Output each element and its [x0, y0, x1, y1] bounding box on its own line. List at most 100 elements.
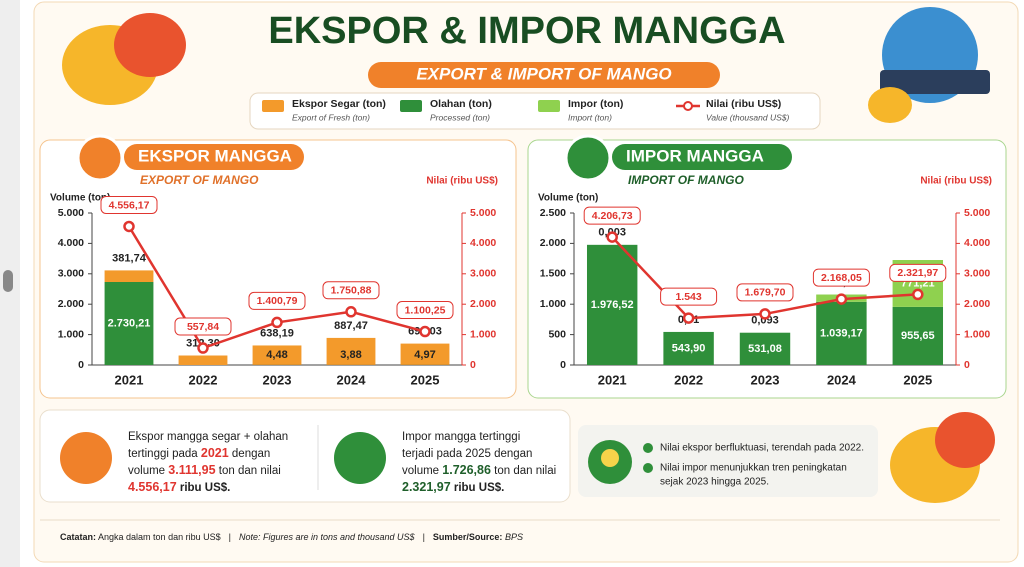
y-tick-label: 5.000 — [58, 207, 84, 219]
text-segment: terjadi pada 2025 dengan — [402, 448, 532, 460]
summary-text: 4.556,17 ribu US$. — [128, 480, 230, 494]
value-point — [123, 220, 135, 233]
footer-segment: | — [229, 532, 231, 542]
summary-text: terjadi pada 2025 dengan — [402, 448, 532, 460]
value-label-box — [248, 291, 306, 310]
import-panel — [527, 139, 1007, 399]
bar-segment — [586, 244, 638, 365]
data-label: 4,97 — [414, 349, 435, 361]
value-label-box — [660, 287, 718, 306]
x-tick-label: 2024 — [827, 372, 857, 387]
main-title: EKSPOR & IMPOR MANGGA — [268, 10, 785, 52]
bulb-icon — [601, 449, 619, 467]
x-tick-label: 2025 — [411, 372, 440, 387]
bar-segment — [663, 331, 714, 365]
legend-sublabel: Export of Fresh (ton) — [292, 112, 370, 122]
value-point — [606, 231, 618, 243]
chart-icon — [76, 134, 124, 182]
y2-tick-label: 4.000 — [964, 237, 990, 249]
legend-swatch — [262, 100, 284, 112]
data-label: 2.730,21 — [108, 317, 151, 329]
value-label: 1.679,70 — [745, 287, 786, 299]
y2-tick-label: 5.000 — [470, 207, 496, 219]
data-label: 3,88 — [340, 349, 361, 361]
data-label: 0,093 — [751, 315, 779, 327]
x-tick-label: 2023 — [263, 372, 292, 387]
y2-tick-label: 1.000 — [470, 328, 496, 340]
chart-title: EKSPOR MANGGA — [138, 146, 292, 165]
value-point — [682, 312, 695, 324]
y2-tick-label: 1.000 — [964, 328, 990, 340]
value-label: 2.168,05 — [821, 272, 862, 284]
data-label: 1.976,52 — [591, 299, 634, 311]
value-label-box — [736, 283, 794, 302]
text-segment: volume — [402, 465, 442, 477]
summary-panel — [39, 409, 571, 503]
legend-sublabel: Processed (ton) — [430, 112, 490, 122]
value-label-box — [322, 281, 380, 300]
chart-subtitle: IMPORT OF MANGO — [628, 173, 744, 187]
y2-tick-label: 5.000 — [964, 207, 990, 219]
data-label: 955,65 — [901, 330, 935, 342]
y-tick-label: 4.000 — [58, 237, 84, 249]
insight-panel — [578, 425, 878, 497]
y-tick-label: 3.000 — [58, 268, 84, 280]
chart-title-pill — [124, 144, 304, 170]
y-tick-label: 0 — [78, 359, 84, 371]
value-label-box — [396, 301, 454, 320]
value-label: 1.543 — [675, 291, 701, 303]
data-label: 381,74 — [112, 252, 147, 264]
legend-sublabel: Import (ton) — [568, 112, 612, 122]
text-segment: tertinggi pada — [128, 448, 201, 460]
legend-swatch — [683, 101, 693, 111]
data-label: 4,48 — [266, 349, 287, 361]
y-tick-label: 1.500 — [540, 268, 566, 280]
y2-tick-label: 3.000 — [964, 268, 990, 280]
bar-segment — [326, 337, 376, 365]
x-tick-label: 2022 — [674, 372, 703, 387]
check-icon — [643, 463, 653, 473]
y-tick-label: 1.000 — [540, 298, 566, 310]
value-label: 1.750,88 — [331, 285, 372, 297]
legend-label: Ekspor Segar (ton) — [292, 98, 386, 110]
value-label: 2.321,97 — [897, 267, 938, 279]
y-tick-label: 2.000 — [58, 298, 84, 310]
y-tick-label: 500 — [548, 328, 566, 340]
legend — [249, 92, 821, 130]
data-label: 638,19 — [260, 327, 294, 339]
y-tick-label: 0 — [560, 359, 566, 371]
chart-subtitle: EXPORT OF MANGO — [140, 173, 259, 187]
value-label-box — [174, 317, 232, 336]
text-segment: 2.321,97 — [402, 480, 451, 494]
chart-title: IMPOR MANGGA — [626, 146, 764, 165]
x-tick-label: 2022 — [189, 372, 218, 387]
value-label: 4.206,73 — [592, 210, 633, 222]
chart-icon — [564, 134, 612, 182]
x-tick-label: 2021 — [598, 372, 627, 387]
text-segment: ribu US$. — [177, 482, 231, 494]
value-label-box — [583, 206, 641, 225]
y2-tick-label: 3.000 — [470, 268, 496, 280]
text-segment: 4.556,17 — [128, 480, 177, 494]
y2-tick-label: 0 — [470, 359, 476, 371]
y-axis-label: Volume (ton) — [538, 193, 598, 204]
footer-segment: BPS — [502, 532, 523, 542]
legend-sublabel: Value (thousand US$) — [706, 112, 789, 122]
value-point — [419, 325, 431, 338]
summary-icon — [334, 432, 386, 484]
value-label-box — [812, 268, 870, 287]
value-point — [345, 306, 357, 318]
bar-segment — [739, 332, 791, 365]
text-segment: Ekspor mangga segar + olahan — [128, 431, 288, 443]
data-label: 887,47 — [334, 320, 368, 332]
bar-segment — [400, 343, 450, 365]
insight-text: Nilai impor menunjukkan tren peningkatan — [660, 463, 847, 474]
scroll-handle — [3, 270, 13, 292]
value-point — [197, 342, 209, 354]
text-segment: dengan — [229, 448, 271, 460]
y-tick-label: 2.500 — [540, 207, 566, 219]
value-point — [271, 316, 283, 329]
y2-axis-label: Nilai (ribu US$) — [426, 176, 498, 187]
